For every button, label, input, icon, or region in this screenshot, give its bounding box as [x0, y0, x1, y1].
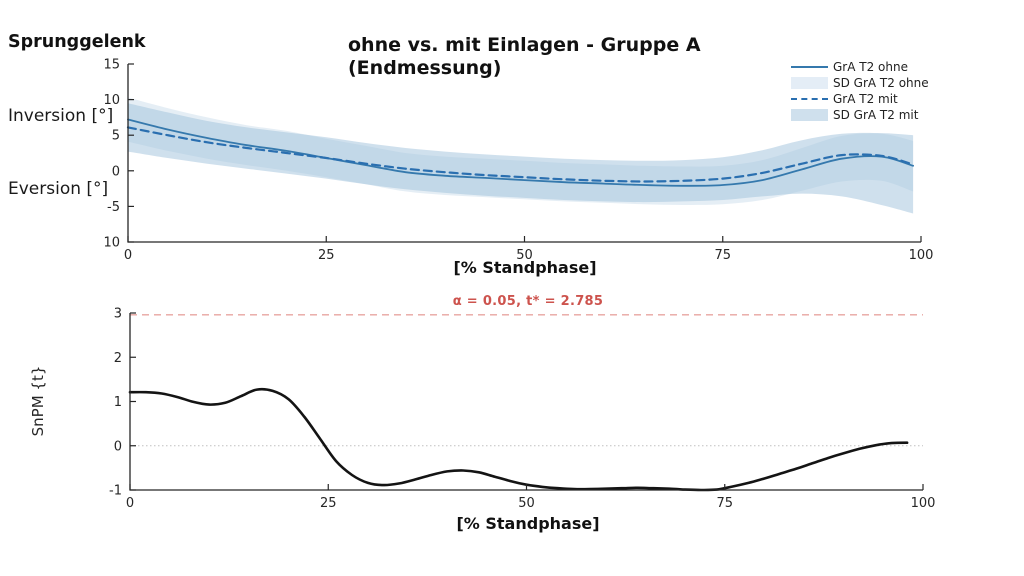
- x-tick-label: 0: [126, 496, 134, 511]
- snpm-y-axis-label: SnPM {t}: [29, 365, 47, 437]
- y-tick-label: 10: [103, 236, 120, 251]
- threshold-annotation: α = 0.05, t* = 2.785: [452, 294, 604, 309]
- x-tick-label: 50: [516, 248, 533, 263]
- band-mit-swatch: [791, 109, 828, 121]
- x-tick-label: 100: [909, 248, 934, 263]
- inversion-axis-label: Inversion [°]: [8, 106, 114, 126]
- x-tick-label: 0: [124, 248, 132, 263]
- y-tick-label: -1: [109, 484, 122, 499]
- y-tick-label: 2: [114, 351, 122, 366]
- series-line-1: [126, 126, 915, 183]
- legend-item-sd-gra-t2-mit: SD GrA T2 mit: [791, 107, 929, 123]
- y-tick-label: 0: [114, 439, 122, 454]
- legend-label: GrA T2 mit: [833, 92, 898, 106]
- panel-title: Sprunggelenk: [8, 32, 146, 52]
- x-tick-label: 75: [716, 496, 733, 511]
- legend-label: GrA T2 ohne: [833, 60, 908, 74]
- legend-item-sd-gra-t2-ohne: SD GrA T2 ohne: [791, 75, 929, 91]
- y-tick-label: 1: [114, 395, 122, 410]
- axis-spines: [129, 313, 923, 491]
- x-tick-label: 75: [714, 248, 731, 263]
- series-line-0: [128, 387, 909, 492]
- solid-line-swatch: [791, 66, 828, 68]
- legend: GrA T2 ohne SD GrA T2 ohne GrA T2 mit SD…: [791, 59, 929, 123]
- legend-item-gra-t2-ohne: GrA T2 ohne: [791, 59, 929, 75]
- eversion-axis-label: Eversion [°]: [8, 179, 109, 199]
- bottom-x-axis-label: [% Standphase]: [456, 514, 600, 533]
- chart-title-line2: (Endmessung): [348, 57, 502, 79]
- legend-label: SD GrA T2 mit: [833, 108, 919, 122]
- x-tick-label: 25: [320, 496, 337, 511]
- y-tick-label: -5: [107, 200, 120, 215]
- x-tick-label: 25: [318, 248, 335, 263]
- top-x-axis-label: [% Standphase]: [453, 258, 597, 277]
- y-tick-label: 5: [112, 129, 120, 144]
- band-ohne-swatch: [791, 77, 828, 89]
- chart-title: ohne vs. mit Einlagen - Gruppe A (Endmes…: [348, 34, 701, 80]
- dashed-line-swatch: [791, 98, 828, 100]
- y-tick-label: 0: [112, 164, 120, 179]
- legend-item-gra-t2-mit: GrA T2 mit: [791, 91, 929, 107]
- legend-label: SD GrA T2 ohne: [833, 76, 929, 90]
- chart-title-line1: ohne vs. mit Einlagen - Gruppe A: [348, 34, 701, 56]
- y-tick-label: 3: [114, 307, 122, 322]
- y-tick-label: 15: [103, 58, 120, 73]
- x-tick-label: 100: [911, 496, 936, 511]
- x-tick-label: 50: [518, 496, 535, 511]
- series-line-0: [127, 118, 914, 187]
- y-tick-label: 10: [103, 93, 120, 108]
